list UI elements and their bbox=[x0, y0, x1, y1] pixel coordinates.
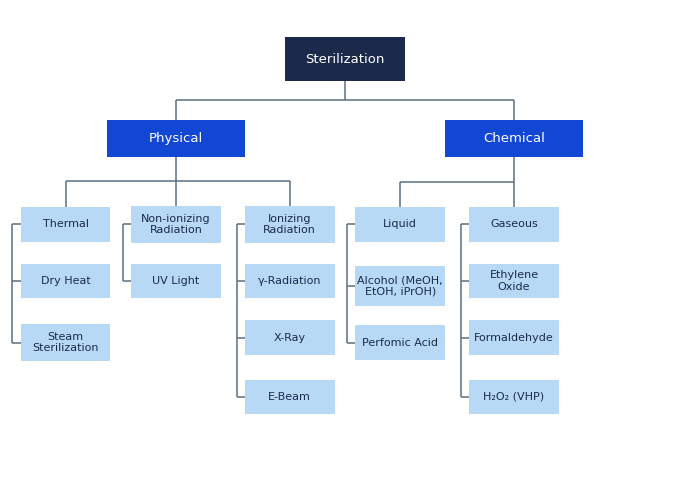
Text: Gaseous: Gaseous bbox=[490, 219, 538, 229]
Text: γ-Radiation: γ-Radiation bbox=[258, 276, 322, 286]
Text: Physical: Physical bbox=[149, 132, 203, 144]
FancyBboxPatch shape bbox=[469, 264, 559, 298]
Text: Formaldehyde: Formaldehyde bbox=[474, 333, 554, 343]
Text: E-Beam: E-Beam bbox=[268, 392, 311, 402]
FancyBboxPatch shape bbox=[21, 264, 110, 298]
FancyBboxPatch shape bbox=[355, 207, 445, 242]
Text: Alcohol (MeOH,
EtOH, iPrOH): Alcohol (MeOH, EtOH, iPrOH) bbox=[357, 275, 443, 297]
FancyBboxPatch shape bbox=[245, 264, 335, 298]
FancyBboxPatch shape bbox=[107, 120, 245, 157]
FancyBboxPatch shape bbox=[284, 37, 405, 81]
FancyBboxPatch shape bbox=[245, 320, 335, 355]
FancyBboxPatch shape bbox=[131, 206, 221, 243]
FancyBboxPatch shape bbox=[131, 264, 221, 298]
Text: Liquid: Liquid bbox=[383, 219, 417, 229]
FancyBboxPatch shape bbox=[245, 206, 335, 243]
Text: Ethylene
Oxide: Ethylene Oxide bbox=[489, 270, 539, 292]
FancyBboxPatch shape bbox=[469, 207, 559, 242]
FancyBboxPatch shape bbox=[355, 325, 445, 360]
Text: Sterilization: Sterilization bbox=[305, 53, 385, 66]
FancyBboxPatch shape bbox=[469, 380, 559, 414]
Text: Non-ionizing
Radiation: Non-ionizing Radiation bbox=[141, 213, 210, 235]
Text: UV Light: UV Light bbox=[152, 276, 199, 286]
Text: H₂O₂ (VHP): H₂O₂ (VHP) bbox=[484, 392, 544, 402]
FancyBboxPatch shape bbox=[355, 266, 445, 306]
Text: Thermal: Thermal bbox=[43, 219, 88, 229]
FancyBboxPatch shape bbox=[469, 320, 559, 355]
FancyBboxPatch shape bbox=[21, 324, 110, 361]
FancyBboxPatch shape bbox=[245, 380, 335, 414]
Text: Perfomic Acid: Perfomic Acid bbox=[362, 338, 438, 348]
Text: Steam
Sterilization: Steam Sterilization bbox=[32, 332, 99, 353]
Text: X-Ray: X-Ray bbox=[274, 333, 306, 343]
Text: Chemical: Chemical bbox=[483, 132, 545, 144]
Text: Dry Heat: Dry Heat bbox=[41, 276, 90, 286]
FancyBboxPatch shape bbox=[21, 207, 110, 242]
FancyBboxPatch shape bbox=[445, 120, 583, 157]
Text: Ionizing
Radiation: Ionizing Radiation bbox=[264, 213, 316, 235]
